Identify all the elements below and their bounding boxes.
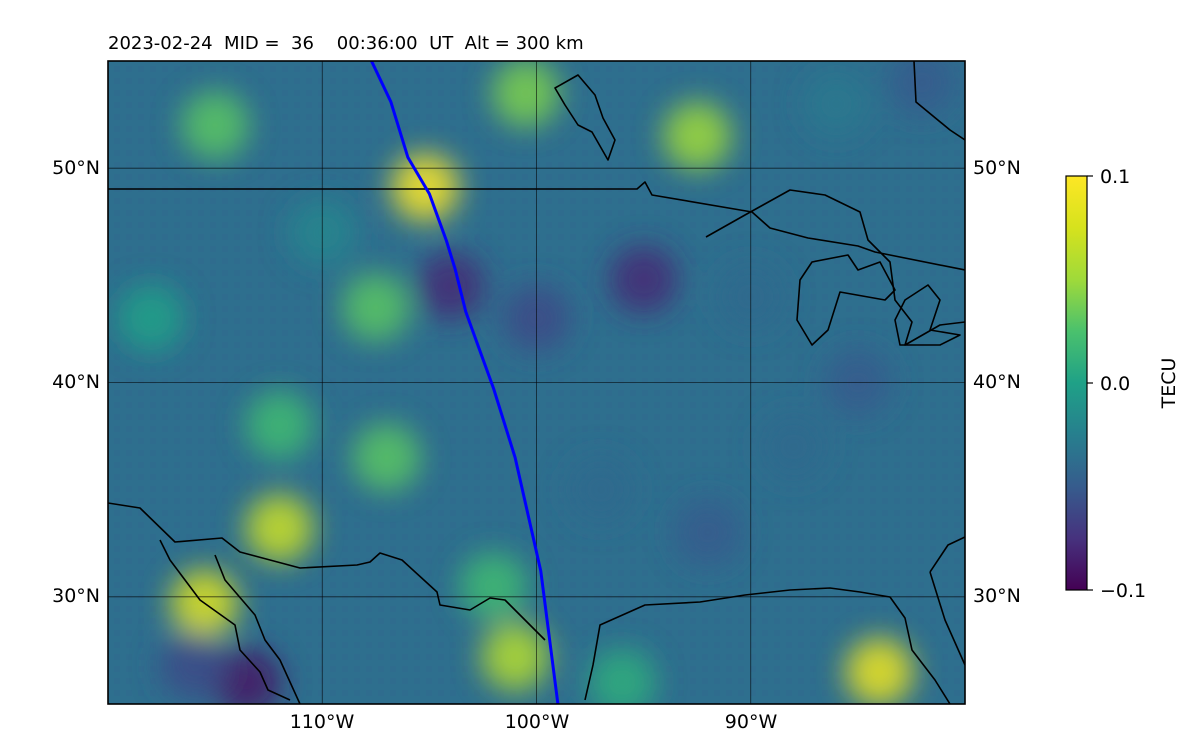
satellite-track — [370, 61, 560, 704]
lat-label-50-left: 50°N — [52, 157, 100, 179]
tec-patch — [459, 552, 528, 621]
tec-patch — [213, 648, 282, 704]
map-frame — [107, 60, 966, 705]
tec-patch — [888, 61, 957, 117]
tec-patch — [245, 391, 314, 460]
colorbar-tick-label: −0.1 — [1100, 580, 1146, 602]
tec-patch — [845, 637, 914, 704]
baja-coast — [159, 539, 291, 701]
map-title: 2023-02-24 MID = 36 00:36:00 UT Alt = 30… — [108, 33, 584, 54]
canada-us-border — [108, 181, 753, 213]
tec-patch — [181, 91, 250, 160]
colorbar-ticks: 0.1 0.0 −0.1 — [1087, 166, 1146, 602]
lake-michigan — [796, 254, 896, 346]
colorbar-label: TECU — [1158, 358, 1180, 410]
lat-label-30-left: 30°N — [52, 585, 100, 607]
tec-patch — [588, 648, 657, 704]
lake-winnipeg — [554, 74, 616, 161]
lake-huron — [894, 284, 961, 346]
tec-patch — [341, 273, 410, 342]
florida-atlantic — [929, 536, 965, 573]
tec-patch — [352, 423, 421, 492]
tec-patch — [802, 69, 871, 138]
gulf-of-california — [214, 554, 301, 704]
tec-patch — [416, 252, 485, 321]
florida-peninsula — [929, 571, 965, 666]
coastlines — [108, 61, 965, 704]
lat-label-40-right: 40°N — [973, 371, 1021, 393]
tec-patch — [116, 284, 185, 353]
lon-label-90w: 90°W — [725, 711, 778, 733]
graticule — [108, 61, 965, 704]
lat-label-50-right: 50°N — [973, 157, 1021, 179]
us-mexico-border — [108, 502, 546, 641]
tec-patch — [481, 622, 550, 691]
gulf-coast — [584, 587, 951, 704]
tec-patch — [245, 494, 314, 563]
tec-patch — [759, 412, 828, 481]
colorbar-tick-label: 0.1 — [1100, 166, 1130, 188]
tec-patch — [663, 102, 732, 171]
great-lakes-coast — [705, 189, 965, 346]
colorbar-tick-label: 0.0 — [1100, 373, 1130, 395]
lat-label-30-right: 30°N — [973, 585, 1021, 607]
lat-label-40-left: 40°N — [52, 371, 100, 393]
lon-label-100w: 100°W — [505, 711, 570, 733]
tec-patch — [159, 631, 228, 700]
tec-patch — [609, 245, 678, 314]
lon-label-110w: 110°W — [290, 711, 355, 733]
hudson-bay-coast — [913, 61, 965, 141]
tec-patch — [566, 455, 635, 524]
map-panel — [108, 61, 965, 704]
tec-patch — [491, 61, 560, 128]
lake-superior — [751, 211, 965, 271]
tec-patch — [673, 498, 742, 567]
colorbar-gradient — [1065, 175, 1088, 591]
colorbar: 0.1 0.0 −0.1 TECU — [1065, 166, 1180, 602]
